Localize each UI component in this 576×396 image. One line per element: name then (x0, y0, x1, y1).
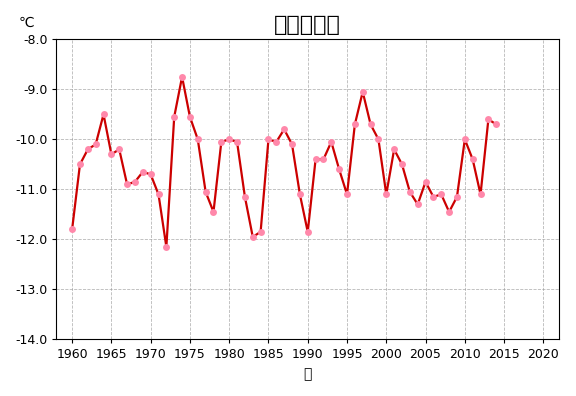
Text: ℃: ℃ (18, 16, 35, 30)
X-axis label: 年: 年 (304, 367, 312, 381)
Title: 年平均気温: 年平均気温 (274, 15, 341, 35)
